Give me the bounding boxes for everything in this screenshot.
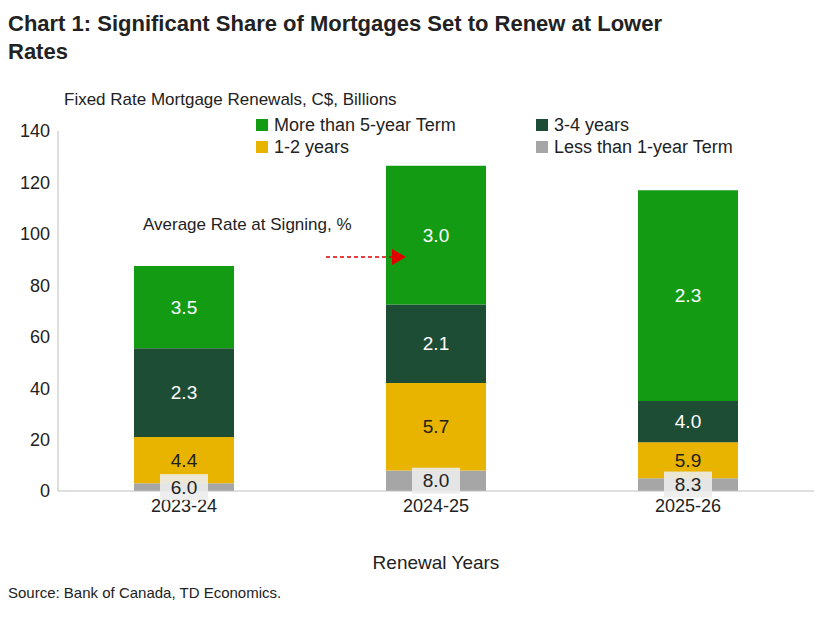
html-text:Less than 1-year Term: Less than 1-year Term xyxy=(554,136,733,157)
svg-text:6.0: 6.0 xyxy=(171,477,197,498)
svg-text:4.0: 4.0 xyxy=(675,411,701,432)
svg-text:2024-25: 2024-25 xyxy=(403,496,469,516)
svg-text:140: 140 xyxy=(20,121,50,141)
html-text:Average Rate at Signing, %: Average Rate at Signing, % xyxy=(143,215,352,234)
html-text:More than 5-year Term: More than 5-year Term xyxy=(274,114,456,135)
svg-text:2.1: 2.1 xyxy=(423,333,449,354)
html-text:3-4 years: 3-4 years xyxy=(554,114,629,135)
svg-text:2.3: 2.3 xyxy=(675,285,701,306)
svg-text:120: 120 xyxy=(20,173,50,193)
svg-text:8.3: 8.3 xyxy=(675,474,701,495)
svg-text:40: 40 xyxy=(30,379,50,399)
html-text:Fixed Rate Mortgage Renewals,: Fixed Rate Mortgage Renewals, C$, Billio… xyxy=(64,90,397,109)
svg-text:5.9: 5.9 xyxy=(675,450,701,471)
svg-text:3.0: 3.0 xyxy=(423,225,449,246)
svg-text:2.3: 2.3 xyxy=(171,382,197,403)
svg-text:80: 80 xyxy=(30,276,50,296)
svg-text:8.0: 8.0 xyxy=(423,470,449,491)
html-text:1-2 years: 1-2 years xyxy=(274,136,349,157)
svg-text:2023-24: 2023-24 xyxy=(151,495,217,516)
html-text:Source: Bank of Canada, TD Eco: Source: Bank of Canada, TD Economics. xyxy=(8,584,282,601)
svg-text:0: 0 xyxy=(40,481,50,501)
svg-text:5.7: 5.7 xyxy=(423,416,449,437)
html-text:Renewal Years: Renewal Years xyxy=(372,552,500,573)
svg-text:60: 60 xyxy=(30,327,50,347)
svg-text:2025-26: 2025-26 xyxy=(655,496,721,516)
svg-text:20: 20 xyxy=(30,430,50,450)
svg-text:100: 100 xyxy=(20,224,50,244)
html-text:Chart 1: Significant Share of: Chart 1: Significant Share of Mortgages … xyxy=(8,11,662,64)
svg-text:4.4: 4.4 xyxy=(171,450,198,471)
svg-text:3.5: 3.5 xyxy=(171,297,197,318)
